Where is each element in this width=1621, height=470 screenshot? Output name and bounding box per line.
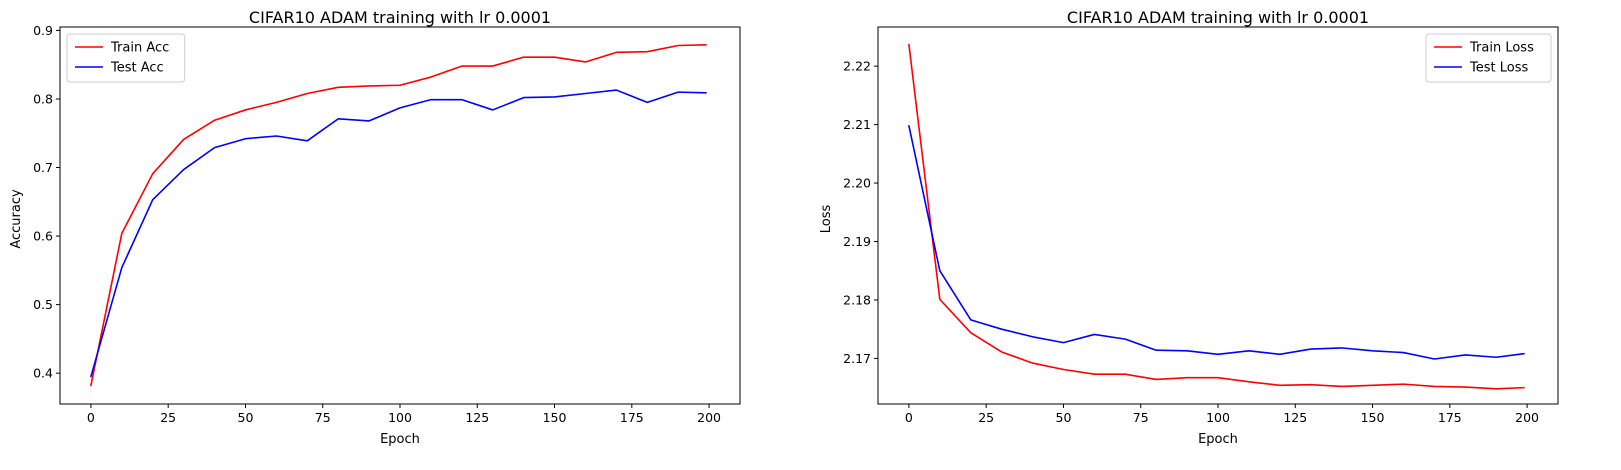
accuracy-ytick-label: 0.6 [33,229,53,244]
loss-ytick-label: 2.18 [843,292,871,307]
accuracy-ytick-label: 0.4 [33,366,53,381]
loss-chart-title: CIFAR10 ADAM training with lr 0.0001 [1067,8,1369,27]
accuracy-chart-xlabel: Epoch [380,432,420,447]
train-loss-legend-label: Train Loss [1469,41,1534,56]
accuracy-chart-legend: Train Acc Test Acc [66,33,186,83]
loss-chart: CIFAR10 ADAM training with lr 0.0001 Epo… [819,8,1559,447]
loss-ytick-label: 2.17 [843,351,871,366]
loss-chart-lines [908,43,1525,390]
loss-ytick-label: 2.22 [843,59,871,74]
accuracy-xtick-label: 200 [697,410,721,425]
test-acc-legend-label: Test Acc [110,61,164,76]
accuracy-legend-box [66,33,186,83]
train-acc-legend-label: Train Acc [110,41,169,56]
loss-ytick-label: 2.21 [843,117,871,132]
accuracy-xtick-label: 150 [543,410,567,425]
accuracy-chart-lines [90,44,707,387]
loss-xtick-label: 175 [1438,410,1462,425]
accuracy-chart-plot-area [59,26,741,405]
accuracy-ytick-label: 0.5 [33,297,53,312]
loss-xtick-label: 25 [978,410,994,425]
accuracy-xtick-label: 75 [315,410,331,425]
test-loss-legend-label: Test Loss [1469,61,1528,76]
accuracy-chart-ylabel: Accuracy [9,189,24,249]
loss-xtick-label: 150 [1361,410,1385,425]
loss-ytick-label: 2.19 [843,234,871,249]
accuracy-xtick-label: 50 [238,410,254,425]
loss-chart-legend: Train Loss Test Loss [1425,33,1552,83]
accuracy-ytick-label: 0.7 [33,160,53,175]
loss-chart-ticks: 0 25 50 75 100 125 150 175 200 2.17 2.18 2.19 2.20 2.… [843,59,1539,425]
loss-ytick-label: 2.20 [843,176,871,191]
accuracy-xtick-label: 125 [465,410,489,425]
loss-chart-plot-area [877,26,1559,405]
accuracy-xtick-label: 175 [620,410,644,425]
accuracy-xtick-label: 100 [388,410,412,425]
test-loss-line [908,124,1525,360]
loss-legend-box [1425,33,1552,83]
accuracy-xtick-label: 25 [160,410,176,425]
loss-xtick-label: 200 [1515,410,1539,425]
train-loss-line [908,43,1525,390]
test-acc-line [90,89,707,378]
loss-xtick-label: 100 [1206,410,1230,425]
accuracy-xtick-label: 0 [87,410,95,425]
accuracy-chart: CIFAR10 ADAM training with lr 0.0001 Epo… [9,8,741,447]
accuracy-ytick-label: 0.8 [33,91,53,106]
loss-xtick-label: 0 [905,410,913,425]
accuracy-chart-title: CIFAR10 ADAM training with lr 0.0001 [249,8,551,27]
accuracy-ytick-label: 0.9 [33,23,53,38]
loss-chart-xlabel: Epoch [1198,432,1238,447]
loss-chart-ylabel: Loss [819,205,834,234]
loss-xtick-label: 75 [1133,410,1149,425]
train-acc-line [90,44,707,387]
loss-xtick-label: 50 [1056,410,1072,425]
loss-xtick-label: 125 [1283,410,1307,425]
accuracy-chart-ticks: 0 25 50 75 100 125 150 175 200 0.4 0.5 0.6 0.7 0.8 0.9 [33,23,721,425]
